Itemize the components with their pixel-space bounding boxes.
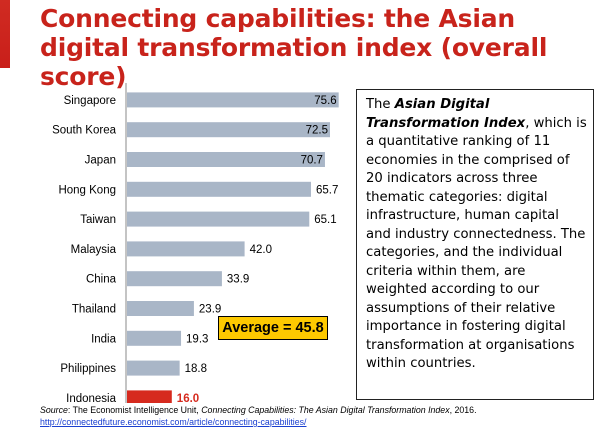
bar — [127, 301, 194, 316]
bar — [127, 181, 311, 197]
category-label: Indonesia — [66, 393, 116, 403]
category-label: Philippines — [60, 363, 116, 375]
bar — [127, 241, 245, 257]
title-accent-bar — [0, 0, 10, 68]
category-label: Singapore — [64, 95, 116, 107]
category-label: Taiwan — [80, 214, 116, 226]
source-suffix: , 2016. — [449, 405, 477, 415]
value-label: 42.0 — [250, 244, 272, 256]
category-label: Japan — [85, 155, 116, 167]
category-label: Hong Kong — [58, 184, 116, 196]
bar — [127, 92, 339, 108]
value-label: 70.7 — [301, 155, 323, 167]
value-label: 18.8 — [185, 363, 207, 375]
value-label: 72.5 — [306, 125, 328, 137]
bar — [127, 271, 222, 287]
category-label: China — [86, 274, 117, 286]
category-label: Malaysia — [71, 244, 117, 256]
slide-title: Connecting capabilities: the Asian digit… — [40, 4, 548, 91]
source-note: Source: The Economist Intelligence Unit,… — [40, 404, 595, 428]
average-callout: Average = 45.8 — [218, 316, 328, 340]
category-label: South Korea — [52, 125, 117, 137]
source-prefix: : The Economist Intelligence Unit, — [67, 405, 202, 415]
value-label: 65.7 — [316, 184, 338, 196]
bar — [127, 360, 180, 376]
description-intro: The — [366, 97, 395, 112]
bar — [127, 122, 330, 138]
value-label: 19.3 — [186, 333, 208, 345]
value-label: 23.9 — [199, 304, 221, 316]
bar — [127, 152, 325, 167]
source-publication: Connecting Capabilities: The Asian Digit… — [201, 405, 450, 415]
bar-highlight — [127, 390, 172, 403]
index-name: Asian Digital Transformation Index — [366, 97, 526, 131]
description-body: , which is a quantitative ranking of 11 … — [366, 115, 587, 372]
description-box: The Asian Digital Transformation Index, … — [356, 89, 594, 400]
source-label: Source — [40, 405, 68, 415]
value-label: 16.0 — [177, 393, 199, 403]
bar — [127, 330, 182, 346]
category-label: Thailand — [72, 304, 116, 316]
value-label: 65.1 — [314, 214, 336, 226]
bar-chart: Singapore 75.6 South Korea 72.5 Japan 70.7 Hon… — [52, 83, 339, 403]
category-label: India — [91, 333, 117, 345]
value-label: 75.6 — [314, 95, 336, 107]
source-link[interactable]: http://connectedfuture.economist.com/art… — [40, 417, 307, 427]
bar — [127, 211, 310, 227]
value-label: 33.9 — [227, 274, 249, 286]
